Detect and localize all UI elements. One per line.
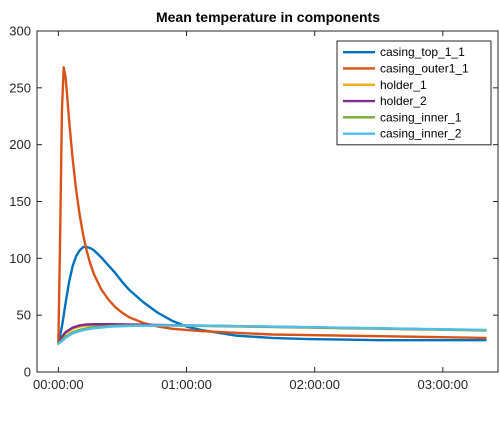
y-tick-label: 150 bbox=[9, 194, 31, 209]
x-tick-label: 02:00:00 bbox=[289, 377, 340, 392]
y-tick-label: 200 bbox=[9, 137, 31, 152]
legend-label-holder_2: holder_2 bbox=[380, 94, 427, 108]
y-tick-label: 250 bbox=[9, 80, 31, 95]
y-tick-label: 300 bbox=[9, 24, 31, 39]
legend-label-holder_1: holder_1 bbox=[380, 78, 427, 92]
legend: casing_top_1_1 casing_outer1_1 holder_1hol… bbox=[336, 40, 492, 146]
series-line-casing_top_1_1 bbox=[57, 245, 487, 345]
series-line-casing_inner_2 bbox=[57, 324, 487, 345]
chart-title: Mean temperature in components bbox=[156, 9, 380, 25]
axes: 0 50 100 150 200 250 300 00:00:00 01:00:00 02:00:… bbox=[9, 24, 499, 392]
plot-area bbox=[57, 66, 487, 345]
legend-label-casing_outer1_1: casing_outer1_1 bbox=[380, 61, 469, 75]
y-tick-label: 100 bbox=[9, 251, 31, 266]
x-tick-label: 01:00:00 bbox=[161, 377, 212, 392]
y-tick-label: 50 bbox=[17, 308, 31, 323]
series-line-casing_outer1_1 bbox=[57, 66, 487, 345]
y-tick-label: 0 bbox=[24, 365, 31, 380]
legend-label-casing_inner_2: casing_inner_2 bbox=[380, 127, 462, 141]
x-tick-label: 03:00:00 bbox=[418, 377, 469, 392]
x-tick-label: 00:00:00 bbox=[33, 377, 84, 392]
legend-label-casing_inner_1: casing_inner_1 bbox=[380, 110, 462, 124]
legend-label-casing_top_1_1: casing_top_1_1 bbox=[380, 45, 465, 59]
legend-box bbox=[336, 40, 492, 146]
series-lines bbox=[57, 66, 487, 345]
